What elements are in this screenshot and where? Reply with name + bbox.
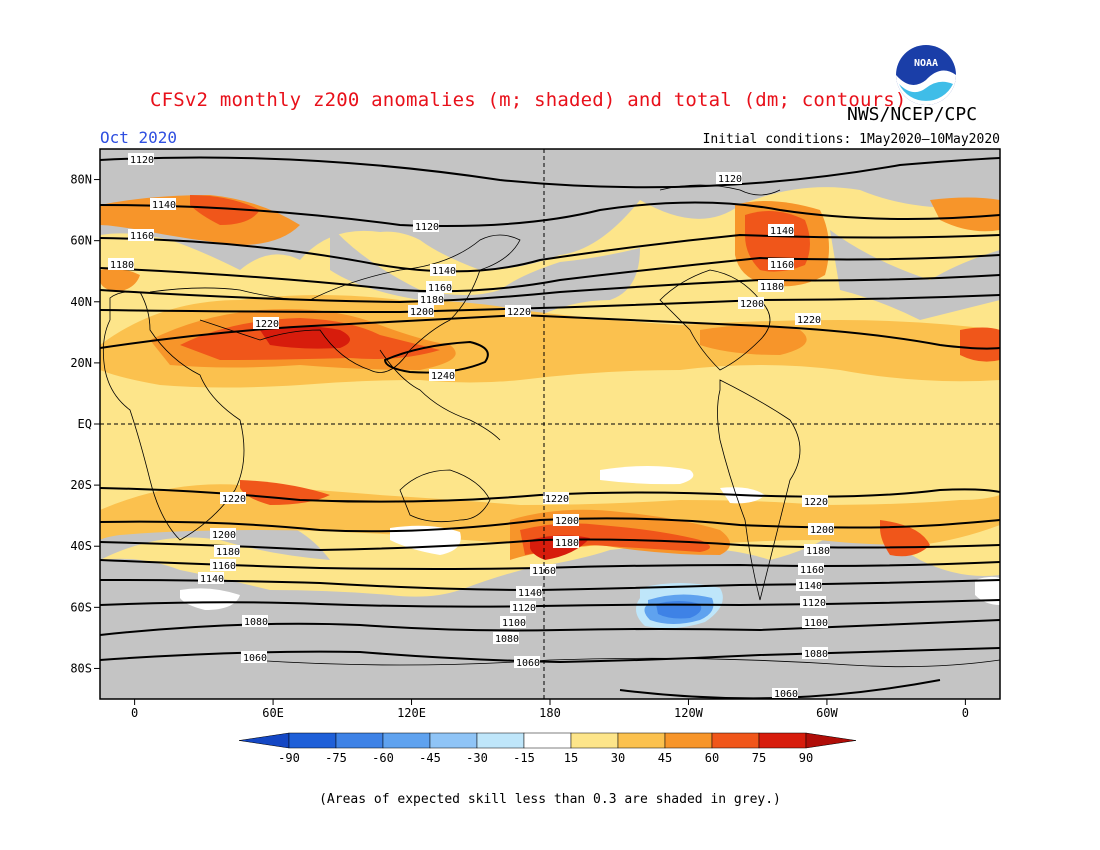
colorbar-swatch [288,732,337,749]
lon-label: 120W [674,706,704,720]
colorbar-tick-label: -90 [278,751,300,765]
contour-label: 1220 [507,307,531,318]
contour-label: 1180 [806,546,830,557]
contour-label: 1120 [130,155,154,166]
contour-label: 1100 [502,618,526,629]
contour-label: 1100 [804,618,828,629]
lat-label: 40N [70,295,92,309]
contour-label: 1200 [740,299,764,310]
contour-label: 1060 [774,689,798,700]
contour-label: 1200 [410,307,434,318]
colorbar-tick-label: 30 [611,751,625,765]
colorbar-tick-label: -15 [513,751,535,765]
contour-label: 1160 [130,231,154,242]
lat-label: 80N [70,173,92,187]
contour-label: 1140 [770,226,794,237]
contour-label: 1060 [516,658,540,669]
contour-label: 1120 [802,598,826,609]
colorbar-tick-label: 75 [752,751,766,765]
contour-label: 1140 [518,588,542,599]
contour-label: 1180 [760,282,784,293]
contour-label: 1120 [415,222,439,233]
colorbar-tick-label: 15 [564,751,578,765]
colorbar-swatch [570,732,619,749]
colorbar-swatch [523,732,572,749]
colorbar-swatch [664,732,713,749]
contour-label: 1120 [512,603,536,614]
contour-label: 1140 [152,200,176,211]
logo-text: NOAA [914,58,938,69]
lat-label: EQ [78,417,92,431]
coastlines [102,184,1000,668]
contour-label: 1140 [432,266,456,277]
colorbar: -90 -75 -60 -45 -30 -15 15 30 45 60 75 90 [238,732,857,765]
initial-conditions: Initial conditions: 1May2020—10May2020 [702,132,1000,147]
contour-label: 1220 [255,319,279,330]
contour-label: 1140 [200,574,224,585]
contour-label: 1200 [810,525,834,536]
colorbar-high-arrow [805,732,857,749]
colorbar-swatch [476,732,525,749]
lat-label: 20S [70,478,92,492]
contour-label: 1160 [770,260,794,271]
noaa-logo-icon: NOAA [895,44,957,106]
contour-label: 1200 [212,530,236,541]
lon-label: 60E [262,706,284,720]
lon-label: 60W [816,706,838,720]
contour-label: 1180 [110,260,134,271]
colorbar-low-arrow [238,732,290,749]
colorbar-tick-label: -45 [419,751,441,765]
lon-label: 0 [131,706,138,720]
colorbar-swatch [617,732,666,749]
contour-label: 1080 [244,617,268,628]
contour-label: 1160 [428,283,452,294]
month-label: Oct 2020 [100,128,178,147]
colorbar-swatch [382,732,431,749]
lon-label: 120E [397,706,426,720]
colorbar-tick-label: -30 [466,751,488,765]
longitude-labels: 0 60E 120E 180 120W 60W 0 [131,699,969,720]
contour-label: 1220 [804,497,828,508]
contour-label: 1120 [718,174,742,185]
contour-label: 1180 [216,547,240,558]
skill-footnote: (Areas of expected skill less than 0.3 a… [319,792,781,807]
lon-label: 180 [539,706,561,720]
latitude-labels: 80N 60N 40N 20N EQ 20S 40S 60S 80S [70,173,100,675]
colorbar-tick-label: 90 [799,751,813,765]
contour-label: 1200 [555,516,579,527]
contour-label: 1180 [555,538,579,549]
agency-label: NWS/NCEP/CPC [847,104,978,125]
lon-label: 0 [962,706,969,720]
colorbar-tick-label: 60 [705,751,719,765]
colorbar-tick-label: 45 [658,751,672,765]
contour-label: 1060 [243,653,267,664]
contour-label: 1180 [420,295,444,306]
lat-label: 60N [70,234,92,248]
contour-label: 1140 [798,581,822,592]
lat-label: 60S [70,600,92,614]
colorbar-tick-label: -60 [372,751,394,765]
contour-label: 1220 [222,494,246,505]
colorbar-tick-label: -75 [325,751,347,765]
contour-label: 1080 [495,634,519,645]
contour-label: 1220 [797,315,821,326]
colorbar-swatch [335,732,384,749]
contour-label: 1240 [431,371,455,382]
contour-label: 1080 [804,649,828,660]
colorbar-swatch [758,732,807,749]
contour-label: 1160 [212,561,236,572]
contour-label-group: 1120 1120 1120 1140 1140 1140 1160 1160 … [108,153,834,700]
lat-label: 20N [70,356,92,370]
colorbar-swatch [711,732,760,749]
map-title: CFSv2 monthly z200 anomalies (m; shaded)… [150,89,907,111]
colorbar-swatch [429,732,478,749]
lat-label: 40S [70,539,92,553]
contour-label: 1220 [545,494,569,505]
lat-label: 80S [70,661,92,675]
contour-label: 1160 [800,565,824,576]
